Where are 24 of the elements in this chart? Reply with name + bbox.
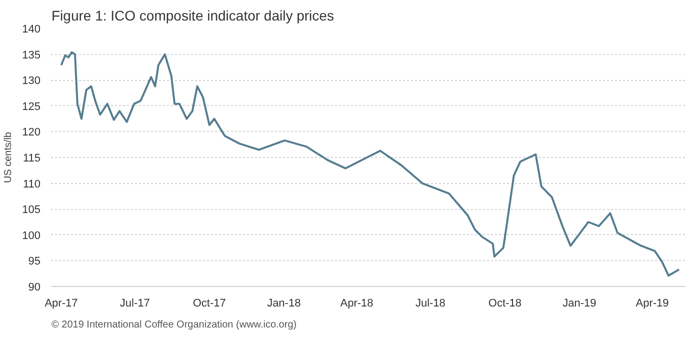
y-axis-title: US cents/lb — [3, 131, 14, 184]
x-tick-label: Jul-18 — [415, 298, 446, 310]
y-tick-label: 105 — [22, 204, 41, 216]
line-series — [60, 51, 680, 277]
x-tick-label: Jan-18 — [267, 298, 301, 310]
x-tick-label: Apr-17 — [44, 298, 78, 310]
y-tick-label: 95 — [28, 256, 41, 268]
y-tick-label: 140 — [22, 24, 41, 36]
x-tick-label: Oct-18 — [488, 298, 522, 310]
y-tick-label: 135 — [22, 49, 41, 62]
x-tick-label: Jan-19 — [562, 298, 596, 310]
x-tick-label: Apr-19 — [636, 298, 669, 310]
y-tick-label: 100 — [22, 230, 41, 242]
y-tick-label: 110 — [22, 178, 41, 190]
x-tick-label: Apr-18 — [340, 298, 374, 310]
y-tick-label: 125 — [22, 100, 41, 113]
y-tick-label: 130 — [22, 75, 41, 88]
text: © 2019 International Coffee Organization (www.ico.org) — [52, 320, 297, 330]
chart-title: Figure 1: ICO composite indicator daily prices — [52, 8, 334, 24]
y-tick-label: 115 — [22, 152, 41, 164]
x-tick-label: Jul-17 — [120, 298, 150, 310]
y-tick-label: 120 — [22, 126, 41, 139]
x-tick-label: Oct-17 — [192, 298, 226, 310]
y-tick-label: 90 — [28, 282, 41, 294]
